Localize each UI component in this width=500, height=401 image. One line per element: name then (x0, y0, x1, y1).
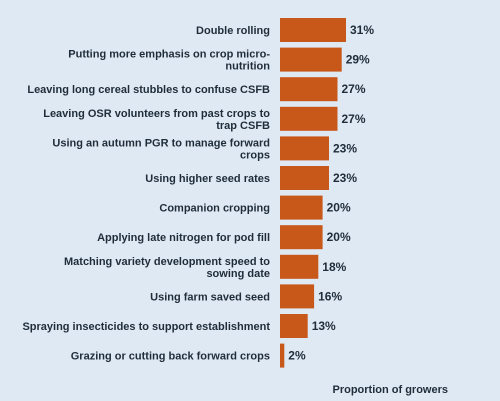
category-label-line: Double rolling (196, 25, 270, 37)
bar (280, 343, 285, 368)
bar (280, 314, 308, 338)
data-label: 29% (346, 53, 370, 67)
bar (280, 166, 329, 190)
bar (280, 77, 338, 102)
bar (280, 284, 315, 309)
bar (280, 195, 323, 220)
category-label-line: nutrition (225, 61, 270, 73)
category-label: Matching variety development speed to sow… (64, 256, 270, 280)
category-label: Applying late nitrogen for pod fill (97, 232, 270, 244)
data-label: 18% (322, 260, 346, 274)
category-label-line: Using an autumn PGR to manage forward (52, 137, 270, 149)
data-label: 27% (342, 112, 366, 126)
category-label: Leaving OSR volunteers from past crops t… (43, 108, 270, 132)
category-label-line: Spraying insecticides to support establi… (22, 321, 270, 333)
bar (280, 225, 323, 250)
category-label-line: Leaving OSR volunteers from past crops t… (43, 108, 270, 120)
category-label-line: trap CSFB (216, 120, 270, 132)
bar (280, 254, 319, 279)
category-label-line: Matching variety development speed to (64, 256, 270, 268)
data-label: 23% (333, 171, 357, 185)
category-label: Putting more emphasis on crop micro-nutr… (68, 49, 270, 73)
data-label: 31% (350, 23, 374, 37)
category-label-line: crops (240, 149, 270, 161)
category-label: Spraying insecticides to support establi… (22, 321, 270, 333)
x-axis-title: Proportion of growers (332, 384, 449, 396)
category-label: Using an autumn PGR to manage forward cro… (52, 137, 270, 161)
bar (280, 136, 329, 161)
category-label: Using higher seed rates (145, 173, 270, 185)
category-label: Grazing or cutting back forward crops (71, 351, 270, 363)
category-label: Double rolling (196, 25, 270, 37)
bar (280, 18, 346, 42)
bar (280, 47, 342, 72)
data-label: 13% (312, 319, 336, 333)
data-label: 20% (327, 201, 351, 215)
data-label: 23% (333, 141, 357, 155)
category-label: Using farm saved seed (150, 291, 270, 303)
category-label-line: Using farm saved seed (150, 291, 270, 303)
category-label-line: sowing date (206, 268, 270, 280)
category-label-line: Leaving long cereal stubbles to confuse … (27, 84, 270, 96)
data-label: 27% (342, 82, 366, 96)
category-label-line: Grazing or cutting back forward crops (71, 351, 270, 363)
category-label: Leaving long cereal stubbles to confuse … (27, 84, 270, 96)
category-label-line: Using higher seed rates (145, 173, 270, 185)
data-label: 2% (288, 349, 306, 363)
category-label-line: Companion cropping (159, 203, 270, 215)
category-label-line: Putting more emphasis on crop micro- (68, 49, 270, 61)
data-label: 20% (327, 230, 351, 244)
category-label: Companion cropping (159, 203, 270, 215)
bar (280, 106, 338, 131)
data-label: 16% (318, 289, 342, 303)
category-label-line: Applying late nitrogen for pod fill (97, 232, 270, 244)
